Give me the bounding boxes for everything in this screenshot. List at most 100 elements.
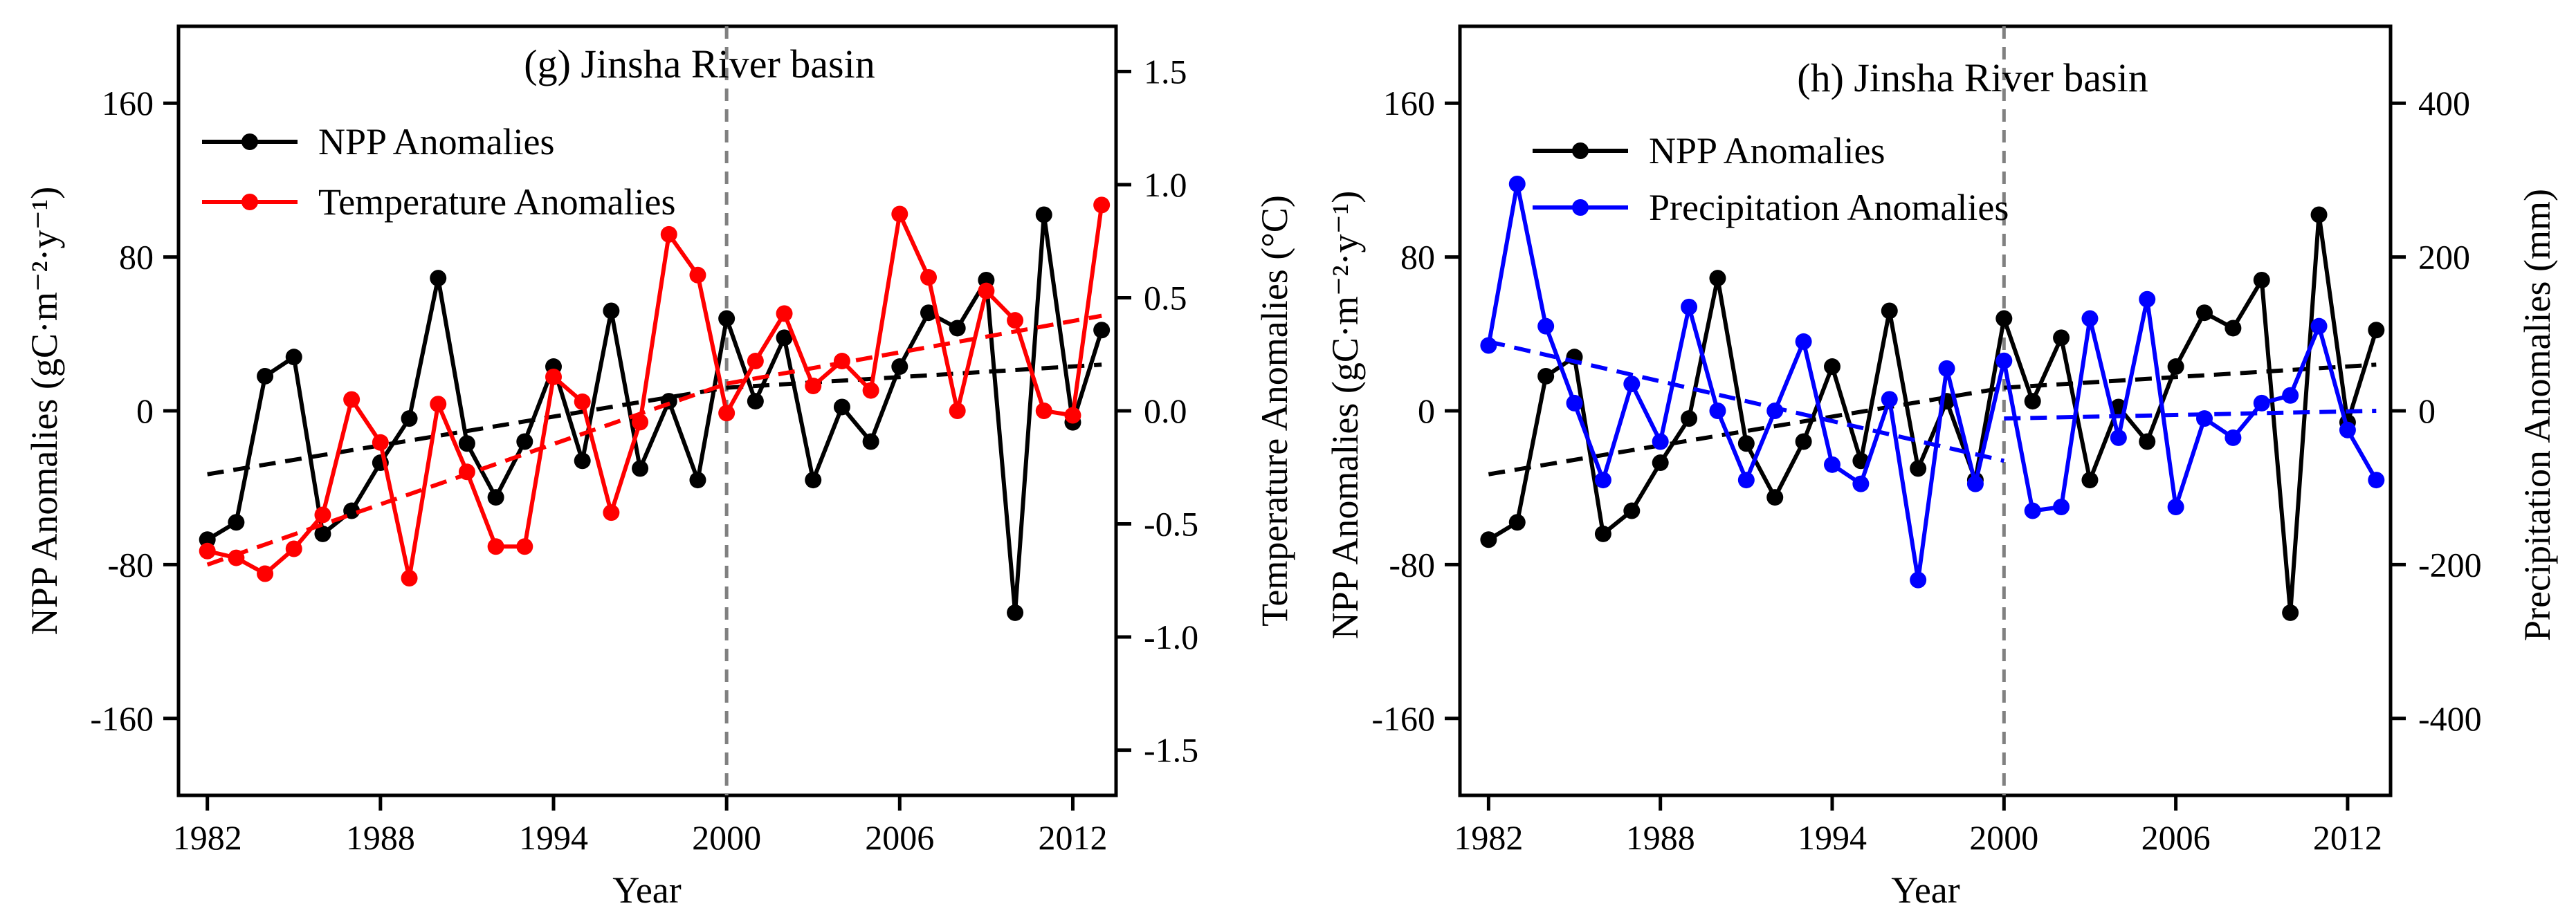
data-point-npp-anomalies-2011 (2310, 206, 2328, 223)
legend: NPP Anomalies Temperature Anomalies (202, 121, 676, 223)
y-axis-title-left: NPP Anomalies (gC·m⁻²·y⁻¹) (1324, 191, 1366, 639)
trend-line-npp-anomalies (2004, 362, 2377, 390)
trend-line-precipitation-anomalies (1488, 339, 2004, 463)
panel-g-temperature: 1982 1988 1994 2000 2006 2012 -160 -80 0 80 160 -1.… (24, 24, 1295, 911)
data-point-precipitation-anomalies-1985 (1566, 394, 1583, 412)
data-point-temperature-anomalies-2001 (747, 353, 764, 370)
data-point-precipitation-anomalies-1982 (1480, 337, 1497, 354)
x-axis-title: Year (1891, 869, 1960, 911)
data-point-npp-anomalies-2006 (891, 358, 908, 376)
chart-marks (1480, 26, 2385, 795)
data-point-npp-anomalies-2006 (2167, 358, 2184, 376)
legend-label-precipitation: Precipitation Anomalies (1649, 187, 2009, 228)
data-point-npp-anomalies-2007 (2196, 304, 2213, 322)
data-point-precipitation-anomalies-1983 (1508, 175, 1526, 192)
data-point-precipitation-anomalies-1997 (1910, 571, 1927, 589)
data-point-npp-anomalies-1982 (199, 531, 216, 548)
panel-title: (h) Jinsha River basin (1797, 55, 2148, 100)
data-point-temperature-anomalies-2008 (949, 403, 966, 419)
data-point-precipitation-anomalies-1992 (1766, 403, 1784, 419)
chart-marks (199, 26, 1111, 795)
data-point-npp-anomalies-1988 (1652, 454, 1669, 472)
data-point-npp-anomalies-1986 (1594, 525, 1611, 542)
x-tick-label: 1982 (173, 818, 242, 857)
y-tick-label-right: 400 (2418, 84, 2470, 122)
legend-marker-npp (241, 133, 258, 150)
data-point-npp-anomalies-2001 (2024, 393, 2041, 410)
data-point-precipitation-anomalies-1993 (1795, 333, 1812, 350)
data-point-npp-anomalies-1995 (574, 452, 591, 470)
legend-label-npp: NPP Anomalies (318, 121, 555, 163)
trend-line-temperature-anomalies (726, 313, 1102, 386)
data-point-temperature-anomalies-1991 (458, 463, 475, 481)
data-point-precipitation-anomalies-2004 (2110, 429, 2127, 446)
series-line-npp-anomalies (206, 212, 1104, 615)
y-tick-label-right: -400 (2418, 699, 2482, 738)
tick-marks (163, 69, 1131, 811)
legend-label-npp: NPP Anomalies (1649, 130, 1885, 172)
data-point-precipitation-anomalies-2006 (2167, 499, 2184, 515)
data-point-temperature-anomalies-2005 (862, 382, 879, 399)
x-tick-label: 2012 (2313, 818, 2382, 857)
data-point-npp-anomalies-2010 (2282, 604, 2299, 621)
data-point-precipitation-anomalies-1994 (1824, 456, 1840, 473)
data-point-temperature-anomalies-2011 (1035, 403, 1052, 419)
data-point-precipitation-anomalies-2013 (2368, 472, 2385, 489)
y-tick-label-right: 0.0 (1144, 391, 1187, 430)
y-tick-label-right: 0 (2418, 391, 2436, 430)
data-point-precipitation-anomalies-1987 (1623, 376, 1641, 393)
data-point-npp-anomalies-2013 (1093, 322, 1111, 339)
data-point-temperature-anomalies-1994 (545, 368, 562, 385)
data-point-precipitation-anomalies-2002 (2053, 499, 2070, 515)
data-point-npp-anomalies-2002 (776, 329, 793, 346)
x-tick-label: 2000 (692, 818, 761, 857)
data-point-npp-anomalies-2011 (1035, 206, 1052, 223)
data-point-npp-anomalies-2007 (920, 304, 937, 322)
data-point-precipitation-anomalies-2001 (2024, 502, 2041, 519)
data-point-precipitation-anomalies-2009 (2253, 394, 2270, 412)
data-point-npp-anomalies-1989 (401, 410, 418, 427)
data-point-npp-anomalies-2004 (833, 398, 850, 416)
legend: NPP Anomalies Precipitation Anomalies (1533, 130, 2009, 228)
data-point-npp-anomalies-2010 (1007, 604, 1024, 621)
tick-marks (1445, 101, 2406, 811)
y-tick-label-left: 0 (1418, 391, 1435, 430)
data-point-npp-anomalies-2009 (2253, 271, 2270, 288)
trend-line-npp-anomalies (726, 362, 1102, 390)
data-point-npp-anomalies-1996 (603, 302, 620, 320)
x-tick-label: 1988 (1626, 818, 1695, 857)
data-point-temperature-anomalies-1990 (430, 396, 447, 413)
data-point-precipitation-anomalies-2012 (2339, 421, 2356, 438)
y-tick-label-right: -200 (2418, 545, 2482, 584)
data-point-npp-anomalies-1992 (1766, 489, 1784, 506)
series-line-temperature-anomalies (207, 204, 1104, 580)
y-tick-label-right: 1.5 (1144, 52, 1187, 91)
y-tick-label-left: -80 (107, 545, 154, 584)
legend-label-temperature: Temperature Anomalies (318, 181, 676, 223)
data-point-npp-anomalies-1987 (1623, 502, 1641, 519)
y-tick-label-left: 160 (102, 84, 154, 122)
x-tick-label: 2006 (865, 818, 934, 857)
data-point-npp-anomalies-1992 (487, 489, 504, 506)
y-axis-title-right: Temperature Anomalies (°C) (1254, 195, 1295, 627)
data-point-npp-anomalies-1982 (1480, 531, 1497, 548)
data-point-temperature-anomalies-2007 (920, 269, 937, 286)
y-axis-title-left: NPP Anomalies (gC·m⁻²·y⁻¹) (24, 187, 65, 635)
data-point-npp-anomalies-1995 (1852, 452, 1870, 470)
data-point-temperature-anomalies-2002 (776, 305, 793, 322)
data-point-npp-anomalies-1996 (1881, 302, 1898, 320)
x-axis-title: Year (612, 869, 682, 911)
data-point-npp-anomalies-2001 (747, 393, 764, 410)
x-tick-label: 1994 (1798, 818, 1867, 857)
data-point-temperature-anomalies-2000 (718, 405, 736, 422)
data-point-temperature-anomalies-2004 (833, 353, 850, 370)
x-tick-label: 1982 (1454, 818, 1523, 857)
data-point-temperature-anomalies-1996 (603, 504, 620, 521)
y-tick-label-right: 200 (2418, 238, 2470, 277)
x-tick-label: 1994 (519, 818, 588, 857)
data-point-npp-anomalies-1984 (257, 367, 274, 385)
data-point-npp-anomalies-1999 (689, 472, 706, 489)
data-point-temperature-anomalies-1982 (199, 542, 216, 560)
data-point-temperature-anomalies-1998 (660, 225, 677, 243)
